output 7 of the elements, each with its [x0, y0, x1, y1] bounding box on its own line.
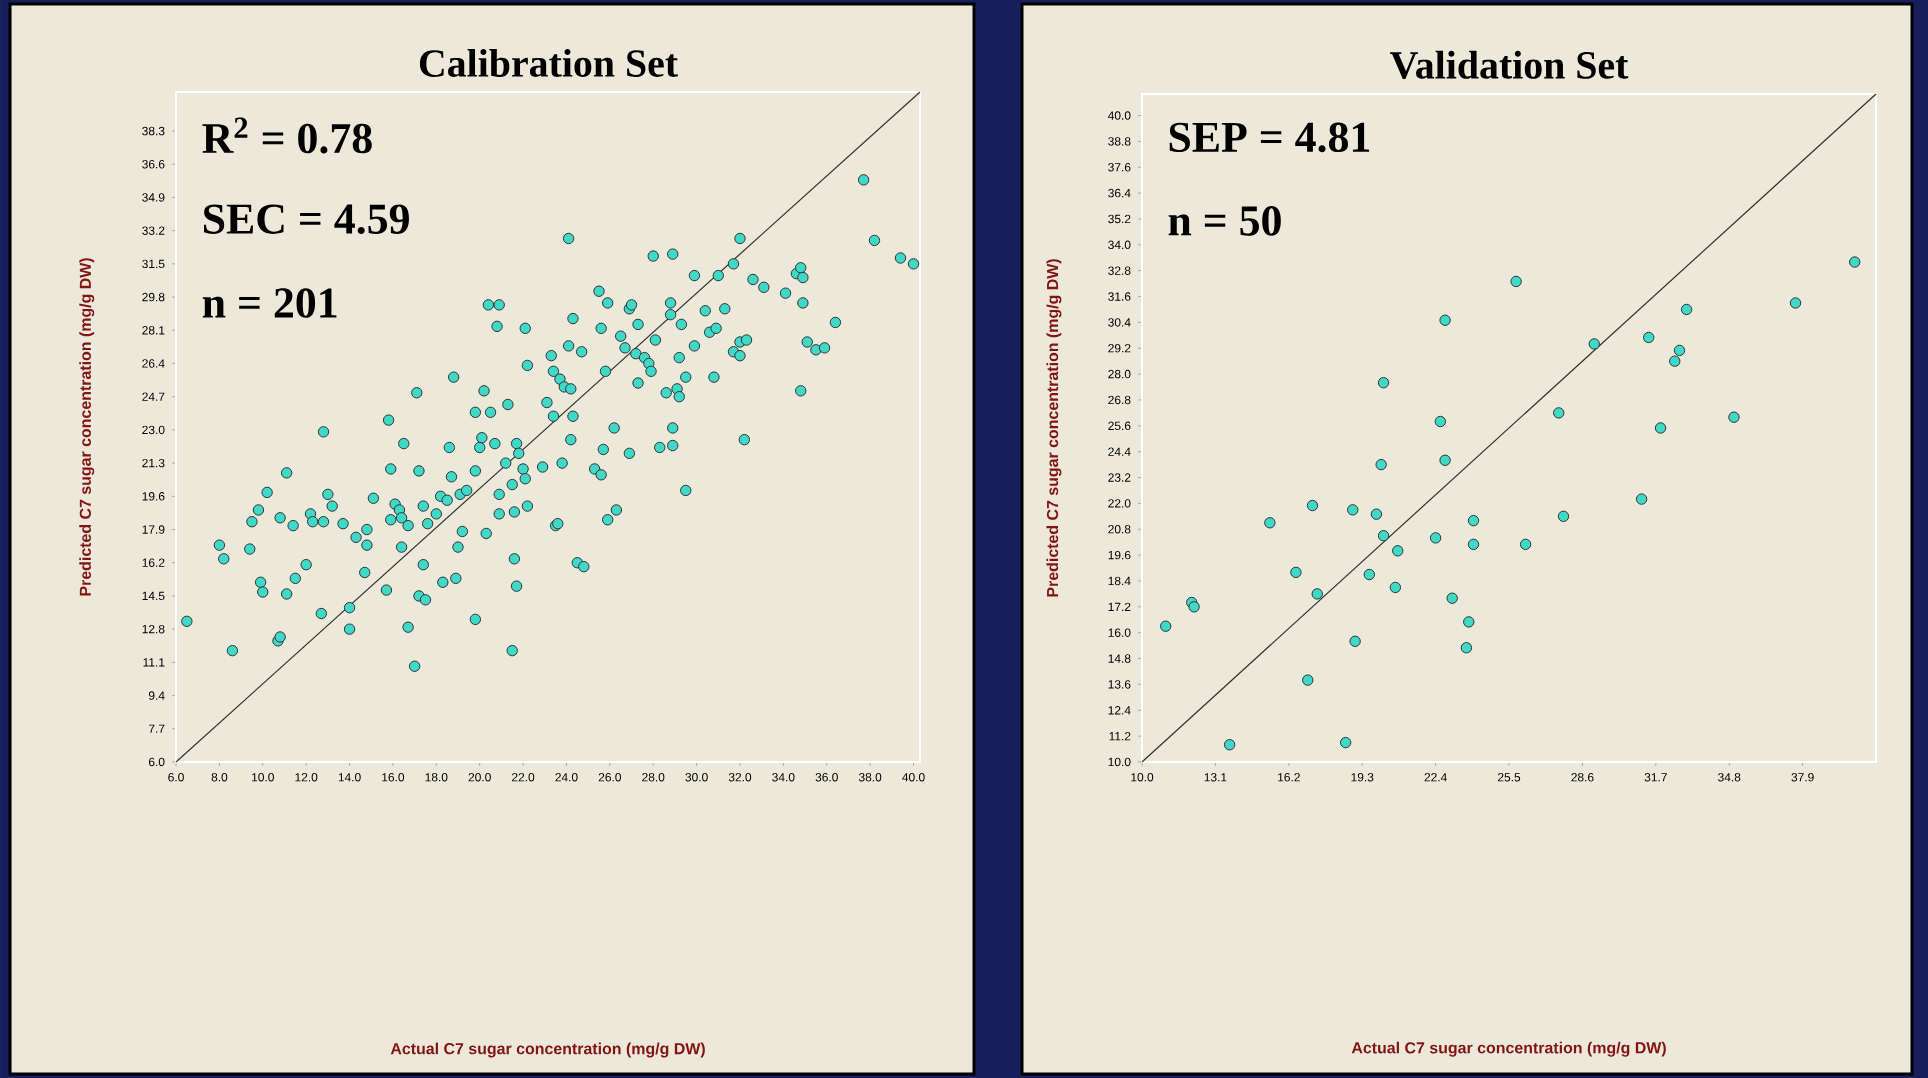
- annotation: SEC = 4.59: [204, 204, 409, 235]
- annotation: n = 201: [202, 288, 337, 318]
- annotation: n = 50: [1168, 206, 1281, 236]
- chart-title: Validation Set: [1390, 50, 1629, 79]
- annotation: SEP = 4.81: [1169, 122, 1370, 153]
- chart-title: Calibration Set: [419, 48, 678, 77]
- annotation: R$^{2}$ = 0.78: [202, 117, 372, 154]
